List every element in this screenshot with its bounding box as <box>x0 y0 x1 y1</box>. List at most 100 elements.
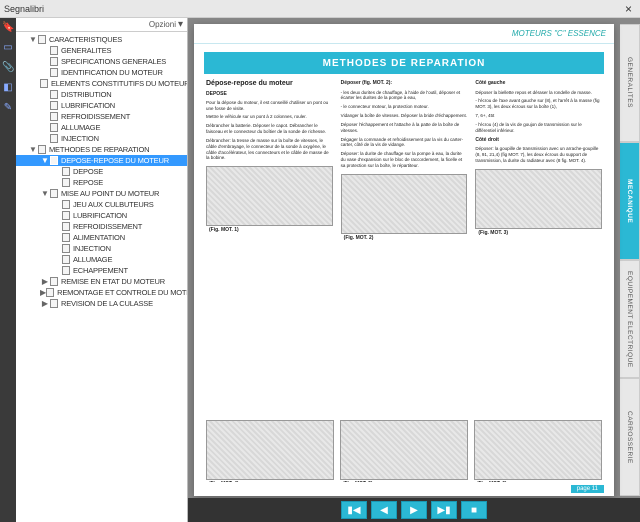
tree-item[interactable]: ▶ REMISE EN ETAT DU MOTEUR <box>16 276 187 287</box>
tree-item[interactable]: DISTRIBUTION <box>16 89 187 100</box>
tree-label: REMISE EN ETAT DU MOTEUR <box>61 277 165 286</box>
tree-label: IDENTIFICATION DU MOTEUR <box>61 68 163 77</box>
side-tab[interactable]: CARROSSERIE <box>620 378 640 496</box>
side-tab[interactable]: GENERALITES <box>620 24 640 142</box>
tree-item[interactable]: ▼METHODES DE REPARATION <box>16 144 187 155</box>
figure-5 <box>340 420 468 480</box>
twisty-icon: ▶ <box>40 277 50 286</box>
method-bar: METHODES DE REPARATION <box>204 52 604 74</box>
gear-icon[interactable]: ▾ <box>178 19 183 30</box>
para: Déposer: la goupille de transmission ave… <box>475 146 602 164</box>
title-bar: Segnalibri × <box>0 0 640 18</box>
sub: Déposer (fig. MOT. 2): <box>341 80 468 87</box>
tree-item[interactable]: GENERALITES <box>16 45 187 56</box>
tree-item[interactable]: ▶REVISION DE LA CULASSE <box>16 298 187 309</box>
tree-label: ALLUMAGE <box>73 255 112 264</box>
sub-heading: DEPOSE <box>206 91 333 97</box>
tree-label: REFROIDISSEMENT <box>61 112 130 121</box>
tree-item[interactable]: ▼CARACTERISTIQUES <box>16 34 187 45</box>
page-icon <box>62 222 70 231</box>
page-icon <box>50 57 58 66</box>
page-icon <box>62 233 70 242</box>
tree-item[interactable]: REFROIDISSEMENT <box>16 221 187 232</box>
para: - les deux durites de chauffage, à l'aid… <box>341 90 468 102</box>
tree-label: LUBRIFICATION <box>61 101 115 110</box>
tree-label: MISE AU POINT DU MOTEUR <box>61 189 159 198</box>
page: MOTEURS "C" ESSENCE METHODES DE REPARATI… <box>194 24 614 496</box>
document-viewport: MOTEURS "C" ESSENCE METHODES DE REPARATI… <box>188 18 640 498</box>
figure-2 <box>341 174 468 234</box>
tree-label: REVISION DE LA CULASSE <box>61 299 153 308</box>
figure-3 <box>475 169 602 229</box>
tree-label: INJECTION <box>61 134 99 143</box>
page-icon <box>38 145 46 154</box>
page-body: Dépose-repose du moteur DEPOSE Pour la d… <box>194 78 614 410</box>
page-icon <box>50 68 58 77</box>
tree-label: REFROIDISSEMENT <box>73 222 142 231</box>
tree-item[interactable]: IDENTIFICATION DU MOTEUR <box>16 67 187 78</box>
page-icon <box>38 35 46 44</box>
figure-4 <box>206 420 334 480</box>
page-icon <box>40 79 48 88</box>
tree-item[interactable]: ▼MISE AU POINT DU MOTEUR <box>16 188 187 199</box>
nav-last-icon[interactable]: ▶▮ <box>431 501 457 519</box>
options-label[interactable]: Opzioni <box>149 20 176 29</box>
tree-item[interactable]: DEPOSE <box>16 166 187 177</box>
tree-label: DISTRIBUTION <box>61 90 112 99</box>
page-icon <box>62 266 70 275</box>
tree-item[interactable]: ECHAPPEMENT <box>16 265 187 276</box>
attach-icon[interactable]: 📎 <box>2 62 14 74</box>
para: Débrancher: la tresse de masse sur la bo… <box>206 138 333 161</box>
page-icon <box>62 200 70 209</box>
bookmark-icon[interactable]: 🔖 <box>2 22 14 34</box>
tree-item[interactable]: REFROIDISSEMENT <box>16 111 187 122</box>
para: Déposer l'échappement et l'attache à la … <box>341 122 468 134</box>
tree-item[interactable]: LUBRIFICATION <box>16 100 187 111</box>
tree-item[interactable]: JEU AUX CULBUTEURS <box>16 199 187 210</box>
sig-icon[interactable]: ✎ <box>2 102 14 114</box>
para: Dégager la commande et refroidissement p… <box>341 137 468 149</box>
tool-strip: 🔖 ▭ 📎 ◧ ✎ <box>0 18 16 522</box>
tree-item[interactable]: ▶REMONTAGE ET CONTROLE DU MOTEUR <box>16 287 187 298</box>
twisty-icon: ▼ <box>28 35 38 44</box>
tree-item[interactable]: ALLUMAGE <box>16 254 187 265</box>
tree-item[interactable]: ALLUMAGE <box>16 122 187 133</box>
page-icon <box>62 244 70 253</box>
window-title: Segnalibri <box>4 4 621 14</box>
nav-next-icon[interactable]: ▶ <box>401 501 427 519</box>
side-tab[interactable]: EQUIPEMENT ELECTRIQUE <box>620 260 640 378</box>
tree-item[interactable]: LUBRIFICATION <box>16 210 187 221</box>
tree-label: DEPOSE <box>73 167 103 176</box>
bookmarks-panel: Opzioni ▾ ▼CARACTERISTIQUESGENERALITESSP… <box>16 18 188 522</box>
tree-item[interactable]: INJECTION <box>16 243 187 254</box>
tree-item[interactable]: ELEMENTS CONSTITUTIFS DU MOTEUR <box>16 78 187 89</box>
para: 7, 6+, 45t <box>475 113 602 119</box>
tree-item[interactable]: ALIMENTATION <box>16 232 187 243</box>
page-icon[interactable]: ▭ <box>2 42 14 54</box>
tree-item[interactable]: ▼DEPOSE-REPOSE DU MOTEUR <box>16 155 187 166</box>
tree-label: ECHAPPEMENT <box>73 266 128 275</box>
para: - l'écrou de l'axe avant gauche sur (8),… <box>475 98 602 110</box>
page-icon <box>50 46 58 55</box>
tree-item[interactable]: REPOSE <box>16 177 187 188</box>
tree-item[interactable]: SPECIFICATIONS GENERALES <box>16 56 187 67</box>
nav-first-icon[interactable]: ▮◀ <box>341 501 367 519</box>
para: Déposer: la durite de chauffage sur la p… <box>341 151 468 169</box>
page-icon <box>50 189 58 198</box>
column-2: Déposer (fig. MOT. 2): - les deux durite… <box>341 80 468 406</box>
figure-1 <box>206 166 333 226</box>
nav-stop-icon[interactable]: ■ <box>461 501 487 519</box>
side-tab[interactable]: MECANIQUE <box>620 142 640 260</box>
para: Pour la dépose du moteur, il est conseil… <box>206 100 333 112</box>
nav-prev-icon[interactable]: ◀ <box>371 501 397 519</box>
layers-icon[interactable]: ◧ <box>2 82 14 94</box>
tree-label: GENERALITES <box>61 46 111 55</box>
page-footer: page 11 <box>194 482 614 496</box>
tree-label: JEU AUX CULBUTEURS <box>73 200 154 209</box>
figure-6 <box>474 420 602 480</box>
tree-item[interactable]: INJECTION <box>16 133 187 144</box>
close-icon[interactable]: × <box>621 2 636 16</box>
main-area: 🔖 ▭ 📎 ◧ ✎ Opzioni ▾ ▼CARACTERISTIQUESGEN… <box>0 18 640 522</box>
page-icon <box>50 101 58 110</box>
tree-label: REPOSE <box>73 178 103 187</box>
